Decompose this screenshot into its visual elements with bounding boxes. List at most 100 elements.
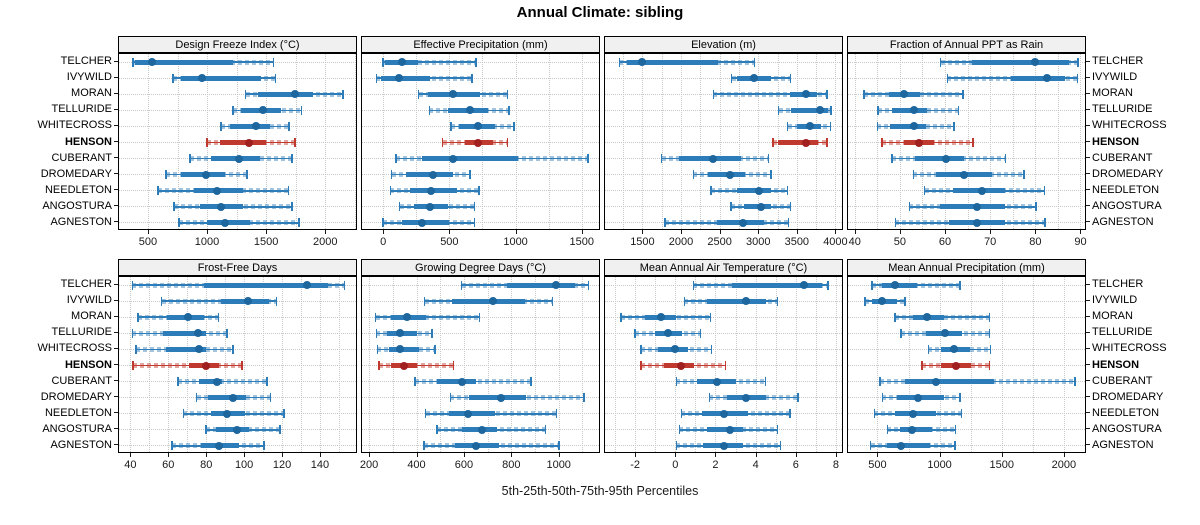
median-dot	[232, 425, 241, 434]
x-tick-label: 80	[200, 459, 213, 471]
y-tick-right	[1086, 189, 1090, 191]
whisker-line	[161, 300, 277, 302]
median-dot	[449, 90, 458, 99]
x-tick	[416, 453, 418, 457]
iqr-bar-25-75	[887, 443, 930, 449]
y-tick-right	[1086, 92, 1090, 94]
x-tick	[515, 230, 517, 234]
whisker-cap-5th	[772, 138, 774, 147]
iqr-bar-25-75	[204, 282, 328, 288]
h-gridline	[605, 332, 842, 334]
panel-plot	[118, 53, 357, 230]
whisker-cap-95th	[558, 441, 560, 451]
x-tick-label: 500	[868, 459, 887, 471]
whisker-cap-5th	[173, 202, 175, 212]
iqr-bar-25-75	[889, 123, 927, 129]
x-tick-label: 6	[792, 459, 799, 471]
iqr-bar-25-75	[707, 298, 766, 304]
whisker-cap-5th	[132, 57, 134, 67]
median-dot	[914, 393, 923, 402]
station-label-left: CUBERANT	[51, 374, 112, 387]
whisker-cap-5th	[777, 105, 780, 115]
h-gridline	[362, 206, 599, 208]
whisker-cap-95th	[478, 312, 481, 322]
whisker-cap-95th	[583, 393, 585, 403]
y-tick-right	[1086, 299, 1090, 301]
x-tick-label: 120	[272, 459, 292, 471]
station-label-right: NEEDLETON	[1092, 406, 1160, 419]
x-tick-label: 400	[407, 459, 426, 471]
median-dot	[221, 218, 230, 227]
whisker-line	[383, 61, 476, 63]
iqr-bar-25-75	[389, 346, 419, 352]
median-dot	[212, 377, 221, 386]
panel-plot	[847, 276, 1086, 453]
v-gridline	[661, 54, 663, 229]
x-tick	[1063, 453, 1065, 457]
whisker-cap-5th	[171, 441, 173, 451]
v-gridline	[758, 54, 760, 229]
x-tick	[758, 230, 760, 234]
iqr-bar-25-75	[166, 346, 207, 352]
whisker-cap-95th	[434, 344, 436, 354]
h-gridline	[119, 348, 356, 350]
y-tick-right	[1086, 108, 1090, 110]
x-tick	[945, 230, 947, 234]
h-gridline	[362, 222, 599, 224]
station-label-left: CUBERANT	[51, 151, 112, 164]
iqr-bar-25-75	[904, 379, 995, 385]
v-gridline	[416, 54, 418, 229]
x-tick	[719, 230, 721, 234]
median-dot	[395, 345, 404, 354]
whisker-cap-95th	[988, 328, 991, 338]
x-tick-label: 1500	[569, 236, 595, 248]
v-gridline	[908, 277, 910, 452]
whisker-cap-95th	[506, 138, 509, 147]
whisker-cap-95th	[826, 138, 828, 147]
x-tick-label: 100	[234, 459, 254, 471]
whisker-cap-95th	[274, 73, 277, 83]
y-tick-left	[114, 173, 118, 175]
median-dot	[951, 361, 960, 370]
x-tick-label: 2500	[707, 236, 732, 248]
x-tick	[130, 453, 132, 457]
x-tick-label: 40	[124, 459, 137, 471]
x-tick	[383, 230, 385, 234]
h-gridline	[848, 284, 1085, 286]
station-label-right: TELLURIDE	[1092, 326, 1153, 339]
whisker-cap-95th	[779, 441, 782, 451]
x-tick-label: 800	[502, 459, 521, 471]
whisker-cap-95th	[770, 170, 772, 180]
whisker-cap-95th	[959, 393, 961, 403]
v-gridline	[755, 277, 757, 452]
y-tick-left	[114, 60, 118, 62]
y-tick-right	[1086, 205, 1090, 207]
v-gridline	[1035, 54, 1037, 229]
median-dot	[739, 218, 748, 227]
x-tick	[168, 453, 170, 457]
x-tick	[835, 453, 837, 457]
h-gridline	[848, 109, 1085, 111]
median-dot	[213, 186, 222, 195]
whisker-cap-5th	[881, 393, 884, 403]
station-label-left: TELCHER	[60, 55, 112, 68]
x-tick	[319, 453, 321, 457]
iqr-bar-25-75	[380, 75, 430, 81]
panel-strip: Design Freeze Index (°C)	[118, 36, 357, 53]
v-gridline	[325, 54, 327, 229]
whisker-cap-95th	[1035, 202, 1037, 212]
whisker-cap-5th	[675, 441, 678, 451]
median-dot	[664, 329, 673, 338]
panel-strip: Effective Precipitation (mm)	[361, 36, 600, 53]
x-tick	[990, 230, 992, 234]
whisker-cap-5th	[131, 280, 134, 290]
whisker-cap-5th	[135, 344, 137, 354]
whisker-cap-5th	[172, 73, 174, 83]
x-tick	[681, 230, 683, 234]
whisker-cap-5th	[869, 441, 872, 451]
whisker-cap-95th	[767, 154, 770, 164]
y-tick-left	[114, 396, 118, 398]
y-tick-left	[114, 205, 118, 207]
